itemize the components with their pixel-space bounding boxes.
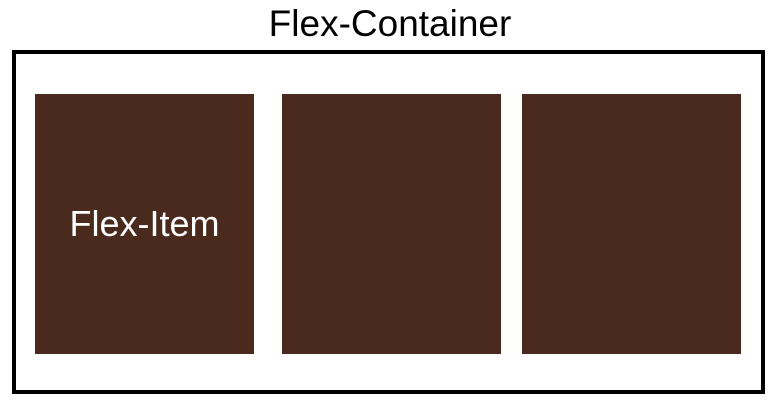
flex-item-label: Flex-Item: [69, 203, 220, 244]
flex-container-title: Flex-Container: [268, 3, 512, 44]
flex-item-3: [522, 94, 741, 354]
flex-item-2: [282, 94, 501, 354]
flex-item-1: Flex-Item: [35, 94, 254, 354]
flex-container-box: Flex-Item: [12, 50, 765, 394]
